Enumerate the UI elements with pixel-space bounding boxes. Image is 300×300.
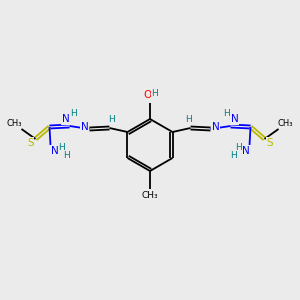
Text: H: H: [185, 115, 192, 124]
Text: H: H: [63, 151, 70, 160]
Text: N: N: [231, 114, 239, 124]
Text: S: S: [27, 138, 34, 148]
Text: N: N: [212, 122, 219, 132]
Text: N: N: [242, 146, 249, 156]
Text: H: H: [70, 110, 77, 118]
Text: CH₃: CH₃: [142, 190, 158, 200]
Text: N: N: [81, 122, 88, 132]
Text: N: N: [51, 146, 58, 156]
Text: H: H: [230, 151, 237, 160]
Text: CH₃: CH₃: [7, 118, 22, 127]
Text: H: H: [108, 115, 115, 124]
Text: H: H: [152, 88, 158, 98]
Text: S: S: [266, 138, 273, 148]
Text: N: N: [61, 114, 69, 124]
Text: H: H: [58, 143, 65, 152]
Text: H: H: [235, 143, 242, 152]
Text: H: H: [223, 110, 230, 118]
Text: O: O: [144, 90, 152, 100]
Text: CH₃: CH₃: [278, 118, 293, 127]
